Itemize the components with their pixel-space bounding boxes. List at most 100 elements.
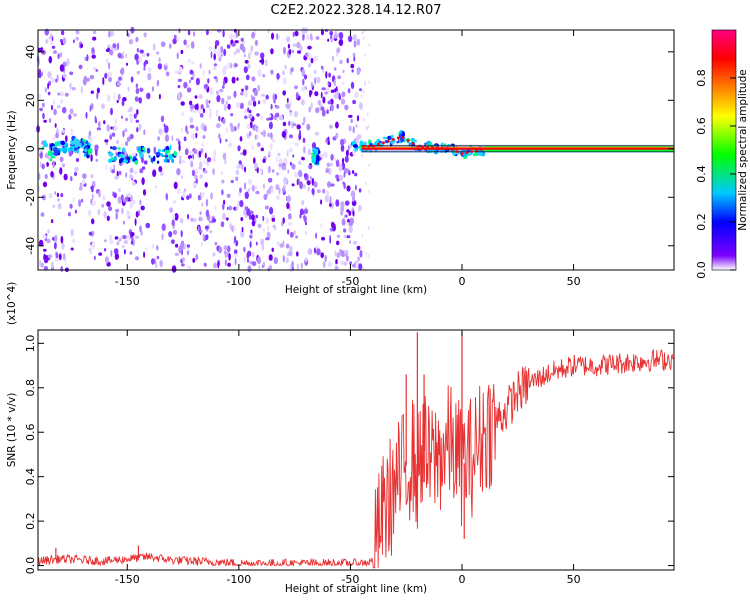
noise-speck [172, 214, 176, 220]
noise-speck [190, 41, 195, 49]
noise-speck [253, 162, 258, 170]
noise-speck [230, 179, 234, 184]
noise-speck [60, 38, 63, 43]
noise-speck [207, 78, 210, 84]
noise-speck [189, 104, 195, 110]
noise-speck [227, 103, 231, 110]
noise-speck [338, 163, 343, 172]
signal-blob [84, 148, 88, 153]
noise-speck [105, 58, 109, 65]
noise-speck [183, 39, 187, 46]
noise-speck [303, 215, 306, 220]
noise-speck [368, 163, 370, 167]
noise-speck [251, 184, 255, 192]
noise-speck [352, 99, 356, 105]
noise-speck [260, 116, 264, 121]
noise-speck [215, 90, 219, 95]
noise-speck [171, 135, 174, 142]
noise-speck [218, 115, 221, 122]
noise-speck [78, 151, 81, 157]
carrier-peak [450, 148, 454, 151]
noise-speck [180, 230, 183, 238]
noise-speck [226, 100, 228, 105]
noise-speck [197, 107, 202, 114]
spectrogram-y-tick-label: 0 [24, 145, 37, 152]
noise-speck [78, 185, 83, 191]
noise-speck [74, 172, 77, 176]
noise-speck [57, 92, 61, 96]
noise-speck [358, 263, 363, 270]
noise-speck [240, 92, 244, 96]
noise-speck [175, 243, 179, 248]
noise-speck [159, 171, 164, 176]
noise-speck [176, 52, 179, 60]
noise-speck [308, 106, 312, 113]
noise-speck [227, 61, 231, 69]
spectrogram-y-tick-label: -20 [24, 188, 37, 206]
noise-speck [60, 99, 64, 104]
signal-blob [408, 142, 412, 147]
noise-speck [231, 76, 236, 84]
noise-speck [271, 217, 276, 222]
noise-speck [258, 265, 261, 271]
noise-speck [54, 191, 57, 195]
noise-speck [278, 166, 281, 171]
noise-speck [256, 166, 259, 174]
noise-speck [274, 94, 278, 100]
noise-speck [282, 90, 287, 96]
noise-speck [239, 200, 244, 208]
noise-speck [160, 115, 165, 123]
noise-speck [282, 187, 286, 193]
noise-speck [248, 212, 252, 220]
noise-speck [153, 146, 157, 154]
noise-speck [172, 38, 177, 45]
noise-speck [41, 71, 43, 77]
noise-speck [138, 56, 142, 63]
noise-speck [186, 87, 192, 93]
noise-speck [82, 179, 86, 185]
noise-speck [363, 118, 366, 122]
noise-speck [341, 218, 346, 226]
noise-speck [37, 185, 41, 193]
noise-speck [130, 240, 134, 245]
noise-speck [220, 221, 225, 228]
noise-speck [91, 200, 96, 207]
noise-speck [195, 168, 198, 176]
carrier-peak [396, 136, 400, 140]
noise-speck [315, 232, 318, 239]
noise-speck [270, 143, 273, 151]
noise-speck [349, 261, 352, 265]
noise-speck [363, 83, 366, 87]
noise-speck [315, 107, 320, 114]
noise-speck [272, 138, 275, 143]
noise-speck [174, 70, 179, 75]
noise-speck [270, 69, 274, 75]
carrier-peak [401, 136, 405, 139]
signal-blob [134, 160, 139, 165]
noise-speck [340, 98, 346, 105]
noise-speck [275, 195, 280, 200]
noise-speck [70, 176, 73, 182]
noise-speck [116, 82, 122, 87]
noise-speck [361, 94, 363, 98]
noise-speck [334, 250, 337, 257]
noise-speck [186, 244, 190, 248]
noise-speck [139, 225, 142, 233]
noise-speck [212, 252, 216, 257]
signal-blob [70, 141, 75, 146]
noise-speck [309, 176, 313, 181]
noise-speck [226, 193, 231, 198]
noise-speck [80, 43, 83, 48]
noise-speck [243, 108, 248, 114]
spectrogram-y-label: Frequency (Hz) [6, 110, 18, 189]
noise-speck [350, 118, 353, 124]
noise-speck [234, 257, 237, 266]
signal-blob [173, 150, 177, 157]
noise-speck [355, 124, 358, 128]
noise-speck [352, 52, 356, 57]
noise-speck [164, 125, 169, 133]
noise-speck [136, 109, 139, 116]
noise-speck [205, 209, 210, 218]
noise-speck [113, 92, 116, 101]
